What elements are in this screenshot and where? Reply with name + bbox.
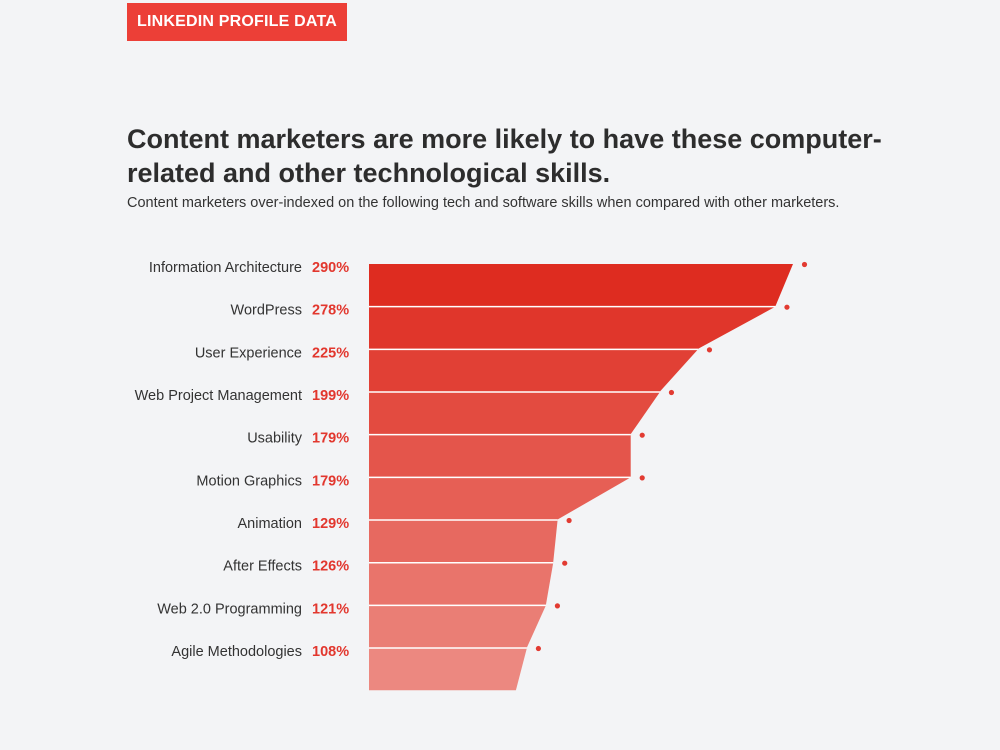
band-6 [369, 520, 558, 563]
band-7 [369, 562, 554, 605]
band-0 [369, 264, 793, 307]
value-dot-2 [706, 347, 713, 353]
category-label-4: Usability [247, 431, 303, 447]
value-label-2: 225% [312, 345, 349, 361]
value-label-8: 121% [312, 601, 349, 617]
band-1 [369, 306, 776, 349]
value-label-1: 278% [312, 303, 349, 319]
chart-dots [535, 261, 808, 652]
source-badge: LINKEDIN PROFILE DATA [127, 3, 347, 41]
band-9 [369, 648, 527, 691]
band-3 [369, 392, 660, 435]
value-label-5: 179% [312, 473, 349, 489]
category-label-0: Information Architecture [149, 260, 302, 276]
chart-subtitle: Content marketers over-indexed on the fo… [127, 195, 840, 211]
chart-separators [369, 305, 776, 649]
band-4 [369, 434, 631, 477]
value-label-0: 290% [312, 260, 349, 276]
value-label-9: 108% [312, 644, 349, 660]
value-dot-7 [562, 560, 568, 566]
band-5 [369, 477, 631, 520]
value-dot-4 [639, 432, 645, 438]
chart-title: Content marketers are more likely to hav… [127, 124, 882, 188]
value-label-4: 179% [312, 431, 349, 447]
value-label-3: 199% [312, 388, 349, 404]
category-label-1: WordPress [231, 303, 302, 319]
value-label-6: 129% [312, 516, 349, 532]
category-label-8: Web 2.0 Programming [157, 601, 302, 617]
value-dot-3 [668, 389, 675, 396]
category-label-6: Animation [238, 516, 302, 532]
band-8 [369, 605, 546, 648]
category-label-9: Agile Methodologies [171, 644, 302, 660]
value-dot-8 [554, 603, 561, 609]
chart-labels: Information Architecture 290% WordPress 278… [135, 260, 350, 660]
value-dot-5 [639, 475, 645, 481]
category-label-7: After Effects [223, 559, 302, 575]
chart-bands [369, 264, 793, 691]
category-label-5: Motion Graphics [196, 473, 302, 489]
value-dot-0 [801, 261, 808, 268]
value-dot-6 [566, 517, 572, 524]
value-dot-9 [535, 645, 542, 652]
band-2 [369, 349, 698, 392]
category-label-3: Web Project Management [135, 388, 302, 404]
value-label-7: 126% [312, 559, 349, 575]
value-dot-1 [784, 304, 790, 310]
category-label-2: User Experience [195, 345, 302, 361]
